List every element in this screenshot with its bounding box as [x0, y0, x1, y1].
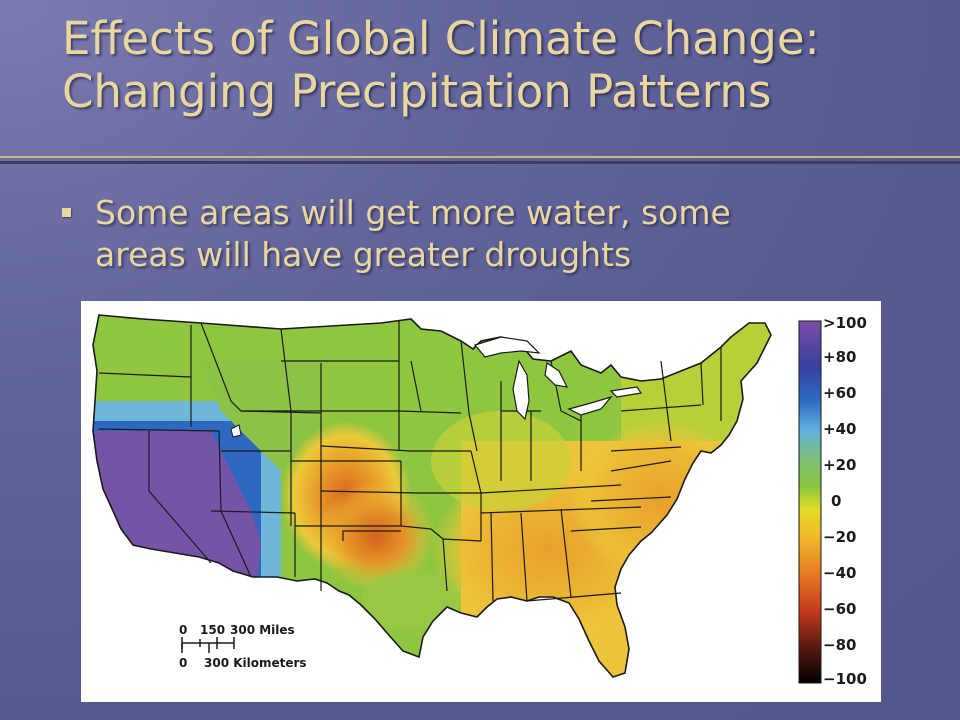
slide-title: Effects of Global Climate Change: Changi…: [62, 12, 942, 118]
precipitation-map-figure: 0 150 300 Miles 0 300 Kilometers >100 +8…: [81, 301, 881, 702]
bullet-square-icon: [62, 208, 71, 217]
legend-label: −80: [823, 636, 857, 654]
legend-label: 0: [831, 492, 842, 510]
legend-label: >100: [823, 314, 867, 332]
precipitation-map: [92, 314, 822, 684]
scale-km-300: 300 Kilometers: [204, 656, 307, 670]
legend-label: −60: [823, 600, 857, 618]
bullet-line-2: areas will have greater droughts: [95, 235, 632, 274]
title-line-1: Effects of Global Climate Change:: [62, 12, 820, 65]
map-fill: [93, 315, 771, 677]
legend-label: +60: [823, 384, 857, 402]
bullet-text: Some areas will get more water, some are…: [95, 192, 895, 276]
title-line-2: Changing Precipitation Patterns: [62, 65, 772, 118]
legend-label: +20: [823, 456, 857, 474]
scale-miles-150: 150: [200, 623, 226, 637]
great-lakes: [473, 336, 643, 421]
scale-bar: [181, 637, 235, 653]
bullet-line-1: Some areas will get more water, some: [95, 193, 731, 232]
legend-label: +40: [823, 420, 857, 438]
legend-label: −20: [823, 528, 857, 546]
legend-label: +80: [823, 348, 857, 366]
legend-label: −100: [823, 670, 867, 688]
scale-miles-300: 300 Miles: [230, 623, 295, 637]
legend-colorbar: [798, 320, 822, 684]
scale-km-0: 0: [179, 656, 188, 670]
state-borders: [92, 314, 772, 678]
title-divider: [0, 156, 960, 158]
legend-label: −40: [823, 564, 857, 582]
salt-lake: [230, 424, 242, 438]
scale-miles-0: 0: [179, 623, 188, 637]
title-divider-shadow: [0, 161, 960, 164]
